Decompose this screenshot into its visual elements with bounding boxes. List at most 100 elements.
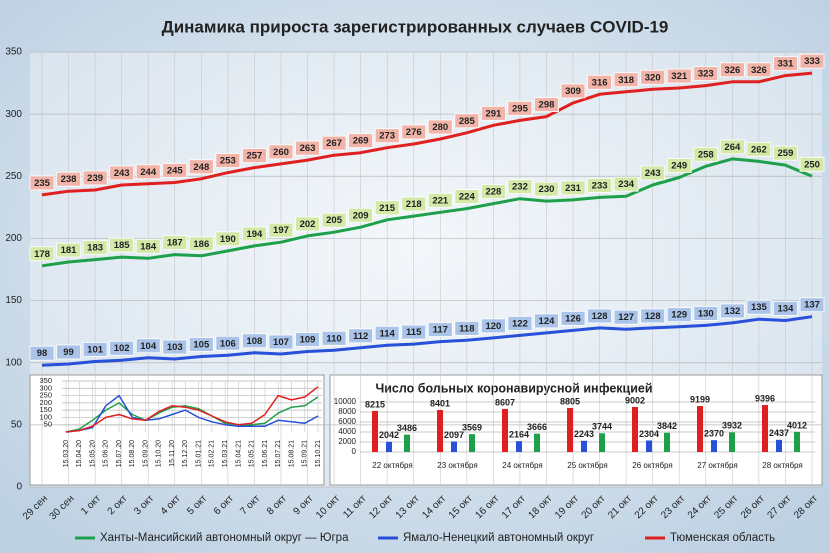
label-box [56, 242, 81, 258]
y-tick-label: 350 [5, 47, 22, 58]
label-box [401, 196, 427, 212]
data-label: 316 [592, 77, 608, 88]
data-label: 218 [406, 199, 422, 210]
x-tick-label: 15.11.20 [169, 440, 176, 467]
bar [437, 409, 443, 452]
data-label: 333 [804, 56, 820, 67]
label-box [188, 159, 214, 175]
y-tick-label: 150 [5, 295, 22, 306]
bar [567, 407, 573, 452]
data-label: 232 [512, 182, 528, 193]
y-tick-label: 0 [16, 482, 22, 493]
data-label: 104 [140, 341, 157, 352]
data-label: 132 [724, 306, 740, 317]
series-line [41, 315, 813, 367]
x-tick-label: 22 октября [372, 461, 412, 470]
x-tick-label: 26 октября [632, 461, 672, 470]
data-label: 230 [539, 184, 555, 195]
y-tick-label: 250 [5, 171, 22, 182]
label-box [799, 53, 825, 69]
label-box [613, 72, 639, 88]
label-box [534, 313, 559, 329]
x-tick-label: 15.06.20 [103, 440, 110, 467]
data-label: 3932 [722, 421, 742, 431]
data-label: 127 [618, 312, 634, 323]
data-label: 130 [698, 308, 714, 319]
inset-title: Число больных коронавирусной инфекцией [375, 381, 652, 395]
data-label: 318 [618, 75, 634, 86]
data-label: 128 [592, 311, 608, 322]
data-label: 185 [114, 240, 131, 251]
data-label: 231 [565, 183, 582, 194]
label-box [374, 128, 400, 144]
label-box [587, 178, 612, 193]
y-tick-label: 0 [352, 447, 357, 456]
label-box [799, 156, 825, 172]
label-box [268, 144, 294, 160]
x-tick-label: 15.01.21 [195, 440, 202, 467]
series-line [65, 394, 319, 433]
bar [632, 406, 638, 452]
data-label: 321 [671, 71, 688, 82]
data-label: 243 [114, 168, 130, 179]
label-box [613, 176, 639, 192]
label-box [348, 207, 374, 223]
label-box [746, 62, 772, 78]
label-box [268, 222, 294, 238]
data-label: 106 [220, 338, 236, 349]
data-label: 102 [114, 343, 130, 354]
data-label: 8401 [430, 398, 450, 408]
label-box [666, 158, 692, 173]
data-label: 258 [698, 149, 714, 160]
label-box [640, 308, 666, 324]
data-label: 8215 [365, 399, 385, 409]
data-label: 187 [167, 238, 183, 249]
label-box [427, 119, 453, 135]
data-label: 126 [565, 313, 581, 324]
bar [729, 432, 735, 452]
label-box [242, 333, 267, 349]
data-label: 3569 [462, 423, 482, 433]
data-label: 2042 [379, 430, 399, 440]
data-label: 298 [539, 100, 555, 111]
series-line [65, 386, 319, 433]
x-tick-label: 15.08.20 [129, 440, 136, 467]
data-label: 118 [459, 323, 474, 334]
chart-title: Динамика прироста зарегистрированных слу… [162, 17, 669, 36]
data-label: 120 [485, 321, 501, 332]
x-tick-label: 27 октября [697, 461, 737, 470]
y-tick-label: 300 [5, 109, 22, 120]
label-box [587, 308, 612, 324]
label-box [109, 237, 135, 253]
data-label: 122 [512, 318, 528, 329]
label-box [348, 133, 374, 149]
y-tick-label: 100 [39, 412, 52, 421]
data-label: 9396 [755, 393, 775, 403]
x-tick-label: 15.09.20 [142, 440, 149, 467]
data-label: 215 [379, 203, 396, 214]
label-box [374, 200, 400, 216]
data-label: 2097 [444, 430, 464, 440]
label-box [82, 240, 108, 255]
label-box [242, 148, 267, 163]
data-label: 3486 [397, 423, 417, 433]
data-label: 183 [87, 243, 103, 254]
label-box [640, 165, 666, 181]
label-box [321, 135, 347, 151]
x-tick-label: 15.07.20 [116, 440, 123, 467]
label-box [719, 139, 745, 155]
label-box [162, 235, 188, 250]
legend-label: Ханты-Мансийский автономный округ — Югра [100, 532, 349, 544]
data-label: 2370 [704, 429, 724, 439]
data-label: 2243 [574, 429, 594, 439]
data-label: 228 [485, 187, 501, 198]
label-box [480, 105, 506, 121]
x-tick-label: 15.10.20 [156, 440, 163, 467]
y-tick-label: 350 [39, 376, 52, 385]
y-tick-label: 100 [5, 357, 22, 368]
label-box [746, 299, 772, 315]
label-box [640, 69, 666, 85]
label-box [507, 179, 533, 195]
data-label: 234 [618, 179, 635, 190]
data-label: 267 [326, 138, 342, 149]
